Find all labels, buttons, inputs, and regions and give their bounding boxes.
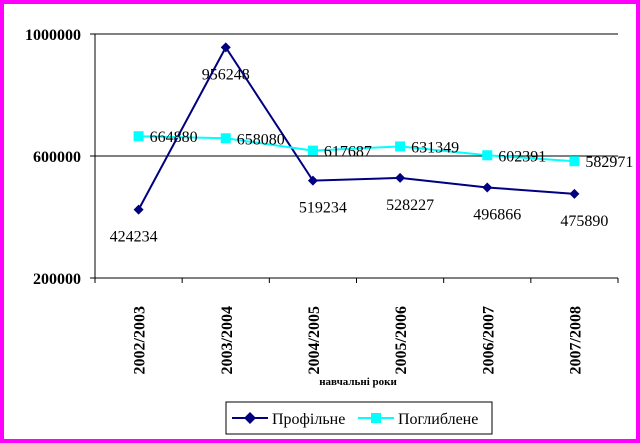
y-tick-label-2: 1000000: [25, 27, 81, 44]
chart-axes: [94, 34, 618, 279]
data-label-s1-1: 658080: [237, 131, 285, 148]
data-labels: 424234 956248 519234 528227 496866 475890 6648…: [110, 66, 634, 245]
x-tick-labels: 2002/2003 2003/2004 2004/2005 2005/2006 2006…: [132, 306, 585, 374]
x-tick-label-3: 2005/2006: [393, 306, 410, 374]
data-point-s0-0: [133, 204, 144, 215]
data-point-s0-4: [482, 182, 493, 193]
legend-label-profilne: Профільне: [272, 411, 345, 428]
data-point-s1-0: [133, 131, 144, 142]
x-tick-label-4: 2006/2007: [480, 306, 497, 374]
legend-label-pohlyblene: Поглиблене: [398, 411, 478, 428]
series-line-1: [138, 135, 575, 163]
x-tick-label-5: 2007/2008: [567, 306, 584, 374]
data-point-s0-5: [569, 188, 580, 199]
series-group: [133, 42, 580, 215]
data-point-s1-5: [569, 156, 580, 167]
data-label-s0-2: 519234: [299, 200, 347, 217]
x-tick-label-0: 2002/2003: [132, 306, 149, 374]
data-label-s0-1: 956248: [202, 66, 250, 83]
legend: Профільне Поглиблене: [225, 401, 493, 435]
data-label-s1-5: 582971: [585, 154, 633, 171]
data-point-s1-4: [482, 150, 493, 161]
data-label-s0-4: 496866: [473, 206, 521, 223]
data-label-s0-5: 475890: [560, 213, 608, 230]
data-point-s0-1: [220, 42, 231, 53]
data-point-s1-1: [220, 133, 231, 144]
legend-marker-square-icon: [371, 413, 381, 423]
x-tick-label-1: 2003/2004: [219, 306, 236, 374]
y-tick-label-1: 600000: [33, 149, 81, 166]
data-label-s1-3: 631349: [411, 139, 459, 156]
data-label-s1-4: 602391: [498, 148, 546, 165]
data-point-s0-2: [307, 175, 318, 186]
data-point-s1-3: [395, 141, 406, 152]
data-label-s1-0: 664880: [150, 129, 198, 146]
data-point-s1-2: [307, 145, 318, 156]
legend-marker-diamond-icon: [244, 412, 256, 424]
y-tick-labels: 200000 600000 1000000: [25, 27, 81, 288]
x-axis-title: навчальні роки: [319, 376, 397, 388]
data-label-s1-2: 617687: [324, 144, 372, 161]
data-point-s0-3: [395, 172, 406, 183]
x-tick-label-2: 2004/2005: [306, 306, 323, 374]
y-tick-label-0: 200000: [33, 271, 81, 288]
data-label-s0-3: 528227: [386, 197, 434, 214]
series-line-0: [137, 45, 575, 211]
data-label-s0-0: 424234: [110, 229, 158, 246]
